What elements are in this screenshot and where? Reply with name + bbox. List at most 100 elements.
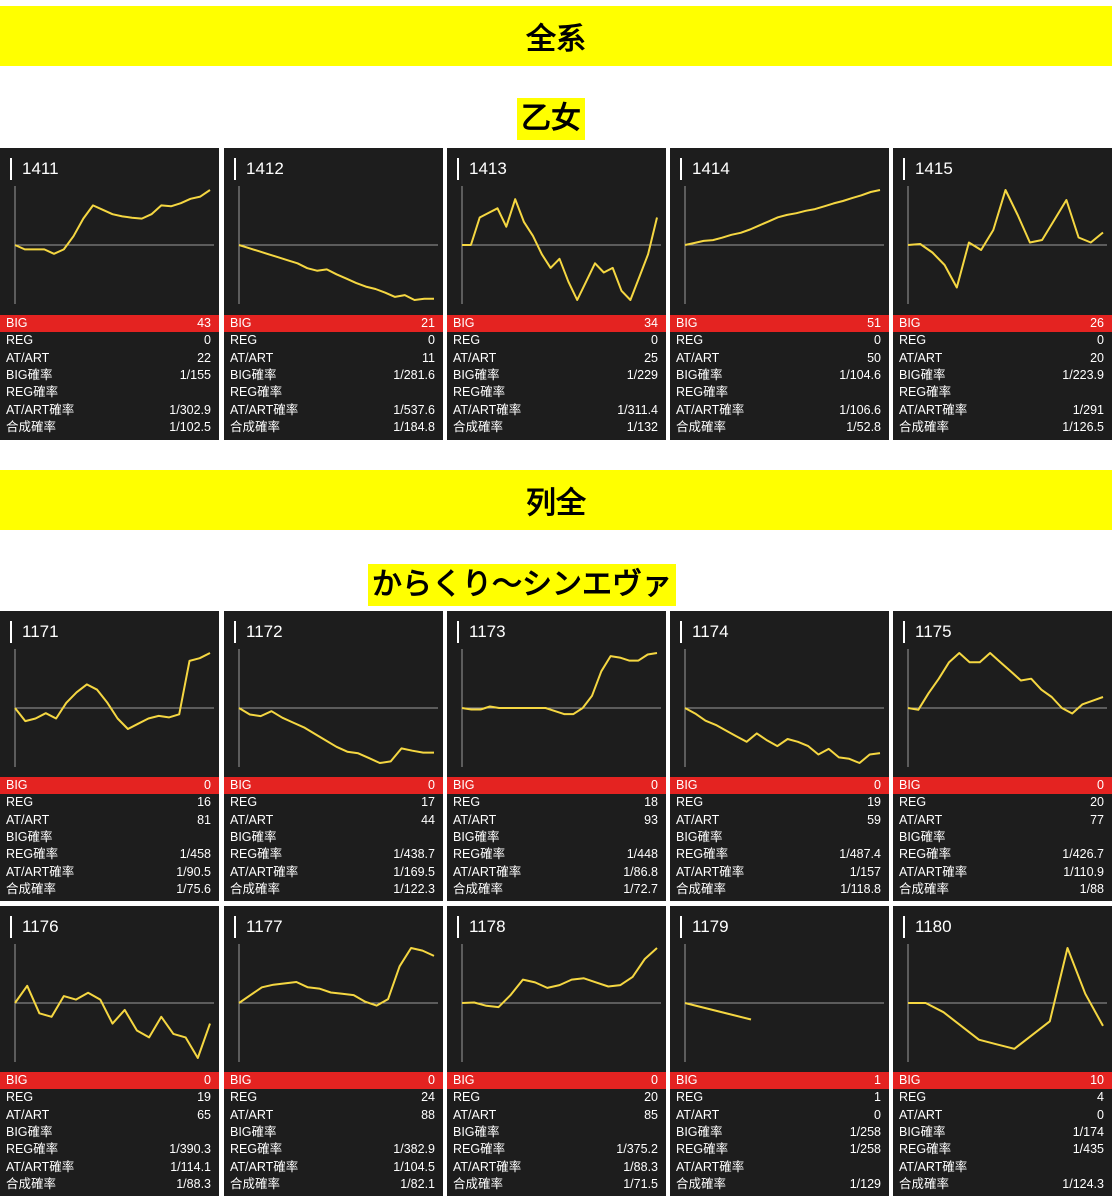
machine-card-1171[interactable]: 1171 BIG 0 REG 16 AT/ART 81 BIG確率 REG確率 1/458 AT/A…	[0, 611, 219, 901]
stats-table: BIG 0 REG 19 AT/ART 65 BIG確率 REG確率 1/390.3 AT/ART…	[0, 1072, 219, 1193]
stat-label: 合成確率	[6, 419, 57, 434]
stat-label: AT/ART	[453, 1107, 497, 1122]
stats-table: BIG 26 REG 0 AT/ART 20 BIG確率 1/223.9 REG確率 AT/ART…	[893, 315, 1112, 436]
stat-label: BIG確率	[230, 830, 277, 845]
machine-card-1180[interactable]: 1180 BIG 10 REG 4 AT/ART 0 BIG確率 1/174 REG確率 1/435…	[893, 906, 1112, 1196]
stat-label: BIG確率	[453, 830, 500, 845]
stat-row-big-rate: BIG確率 1/229	[447, 367, 666, 384]
stat-value: 19	[867, 795, 881, 810]
machine-card-1178[interactable]: 1178 BIG 0 REG 20 AT/ART 85 BIG確率 REG確率 1/375.2 AT…	[447, 906, 666, 1196]
stat-value: 1/382.9	[393, 1142, 435, 1157]
stat-row-at: AT/ART 50	[670, 350, 889, 367]
stat-label: AT/ART確率	[230, 864, 299, 879]
stat-label: BIG確率	[6, 1125, 53, 1140]
stat-value: 1/169.5	[393, 864, 435, 879]
stat-row-at: AT/ART 65	[0, 1107, 219, 1124]
stat-row-at-rate: AT/ART確率 1/86.8	[447, 863, 666, 880]
stat-value: 59	[867, 812, 881, 827]
difference-chart	[907, 649, 1107, 767]
stat-label: BIG	[453, 316, 475, 331]
stat-row-total-rate: 合成確率 1/118.8	[670, 881, 889, 898]
stat-row-at: AT/ART 0	[893, 1107, 1112, 1124]
stat-row-reg: REG 18	[447, 794, 666, 811]
stats-table: BIG 0 REG 19 AT/ART 59 BIG確率 REG確率 1/487.4 AT/ART…	[670, 777, 889, 898]
difference-chart	[461, 944, 661, 1062]
stat-row-big: BIG 0	[447, 1072, 666, 1090]
stat-value: 1/258	[849, 1142, 881, 1157]
stat-value: 1/110.9	[1063, 864, 1104, 879]
stat-value: 1/106.6	[839, 402, 881, 417]
stat-value: 0	[204, 1073, 211, 1088]
stat-value: 0	[874, 778, 881, 793]
stat-value: 0	[874, 333, 881, 348]
stat-row-reg-rate: REG確率 1/458	[0, 846, 219, 863]
machine-card-1414[interactable]: 1414 BIG 51 REG 0 AT/ART 50 BIG確率 1/104.6 REG確率 AT…	[670, 148, 889, 440]
stat-row-at: AT/ART 93	[447, 812, 666, 829]
stat-row-big: BIG 0	[893, 777, 1112, 795]
stat-row-at-rate: AT/ART確率	[893, 1158, 1112, 1175]
stat-value: 20	[1090, 350, 1104, 365]
machine-card-1173[interactable]: 1173 BIG 0 REG 18 AT/ART 93 BIG確率 REG確率 1/448 AT/A…	[447, 611, 666, 901]
machine-card-1176[interactable]: 1176 BIG 0 REG 19 AT/ART 65 BIG確率 REG確率 1/390.3 AT…	[0, 906, 219, 1196]
machine-card-1174[interactable]: 1174 BIG 0 REG 19 AT/ART 59 BIG確率 REG確率 1/487.4 AT…	[670, 611, 889, 901]
stat-value: 81	[197, 812, 211, 827]
machine-card-1413[interactable]: 1413 BIG 34 REG 0 AT/ART 25 BIG確率 1/229 REG確率 AT/A…	[447, 148, 666, 440]
machine-card-1179[interactable]: 1179 BIG 1 REG 1 AT/ART 0 BIG確率 1/258 REG確率 1/258 A…	[670, 906, 889, 1196]
stat-row-reg: REG 4	[893, 1089, 1112, 1106]
stat-label: REG確率	[899, 385, 952, 400]
machine-number: 1171	[10, 621, 59, 643]
stat-row-big-rate: BIG確率	[224, 1124, 443, 1141]
machine-number: 1172	[234, 621, 283, 643]
stat-row-reg-rate: REG確率 1/390.3	[0, 1141, 219, 1158]
stats-table: BIG 0 REG 16 AT/ART 81 BIG確率 REG確率 1/458 AT/ART確率…	[0, 777, 219, 898]
machine-card-1172[interactable]: 1172 BIG 0 REG 17 AT/ART 44 BIG確率 REG確率 1/438.7 AT…	[224, 611, 443, 901]
machine-card-1415[interactable]: 1415 BIG 26 REG 0 AT/ART 20 BIG確率 1/223.9 REG確率 AT…	[893, 148, 1112, 440]
machine-card-1411[interactable]: 1411 BIG 43 REG 0 AT/ART 22 BIG確率 1/155 REG確率 AT/A…	[0, 148, 219, 440]
stat-row-at-rate: AT/ART確率 1/302.9	[0, 401, 219, 418]
stat-row-at: AT/ART 59	[670, 812, 889, 829]
stat-row-big-rate: BIG確率	[224, 829, 443, 846]
stat-value: 1/435	[1072, 1142, 1104, 1157]
stat-label: AT/ART確率	[6, 864, 75, 879]
stat-value: 16	[197, 795, 211, 810]
stats-table: BIG 43 REG 0 AT/ART 22 BIG確率 1/155 REG確率 AT/ART確率…	[0, 315, 219, 436]
stat-label: BIG確率	[230, 1125, 277, 1140]
machine-card-1177[interactable]: 1177 BIG 0 REG 24 AT/ART 88 BIG確率 REG確率 1/382.9 AT…	[224, 906, 443, 1196]
stat-value: 93	[644, 812, 658, 827]
difference-line	[684, 189, 881, 246]
stat-row-reg: REG 1	[670, 1089, 889, 1106]
stat-row-at: AT/ART 0	[670, 1107, 889, 1124]
stat-label: 合成確率	[453, 881, 504, 896]
machine-card-1175[interactable]: 1175 BIG 0 REG 20 AT/ART 77 BIG確率 REG確率 1/426.7 AT…	[893, 611, 1112, 901]
stat-label: REG	[6, 795, 34, 810]
stat-label: REG確率	[899, 1142, 952, 1157]
stat-value: 1/104.5	[393, 1159, 435, 1174]
stat-label: AT/ART確率	[676, 864, 745, 879]
stat-value: 0	[428, 333, 435, 348]
stat-label: REG確率	[453, 1142, 506, 1157]
stat-label: 合成確率	[676, 881, 727, 896]
stat-row-at-rate: AT/ART確率 1/104.5	[224, 1158, 443, 1175]
stat-value: 1/174	[1072, 1125, 1104, 1140]
machine-number: 1176	[10, 916, 59, 938]
stat-row-reg-rate: REG確率	[893, 384, 1112, 401]
stats-table: BIG 0 REG 20 AT/ART 77 BIG確率 REG確率 1/426.7 AT/ART…	[893, 777, 1112, 898]
stat-row-at-rate: AT/ART確率 1/157	[670, 863, 889, 880]
stat-label: BIG	[899, 316, 921, 331]
stat-label: BIG	[676, 316, 698, 331]
difference-line	[14, 652, 211, 730]
stat-label: REG確率	[676, 847, 729, 862]
stat-row-big-rate: BIG確率 1/281.6	[224, 367, 443, 384]
stats-table: BIG 0 REG 20 AT/ART 85 BIG確率 REG確率 1/375.2 AT/ART…	[447, 1072, 666, 1193]
banner-all: 全系	[0, 6, 1112, 66]
stat-label: AT/ART確率	[230, 402, 299, 417]
stat-label: REG確率	[676, 385, 729, 400]
stat-value: 43	[197, 316, 211, 331]
difference-line	[238, 707, 434, 764]
stat-value: 1/88.3	[176, 1176, 211, 1191]
stat-value: 0	[204, 778, 211, 793]
stat-label: BIG	[453, 778, 475, 793]
stat-row-reg-rate: REG確率	[447, 384, 666, 401]
stat-value: 11	[422, 350, 435, 365]
machine-card-1412[interactable]: 1412 BIG 21 REG 0 AT/ART 11 BIG確率 1/281.6 REG確率 AT…	[224, 148, 443, 440]
